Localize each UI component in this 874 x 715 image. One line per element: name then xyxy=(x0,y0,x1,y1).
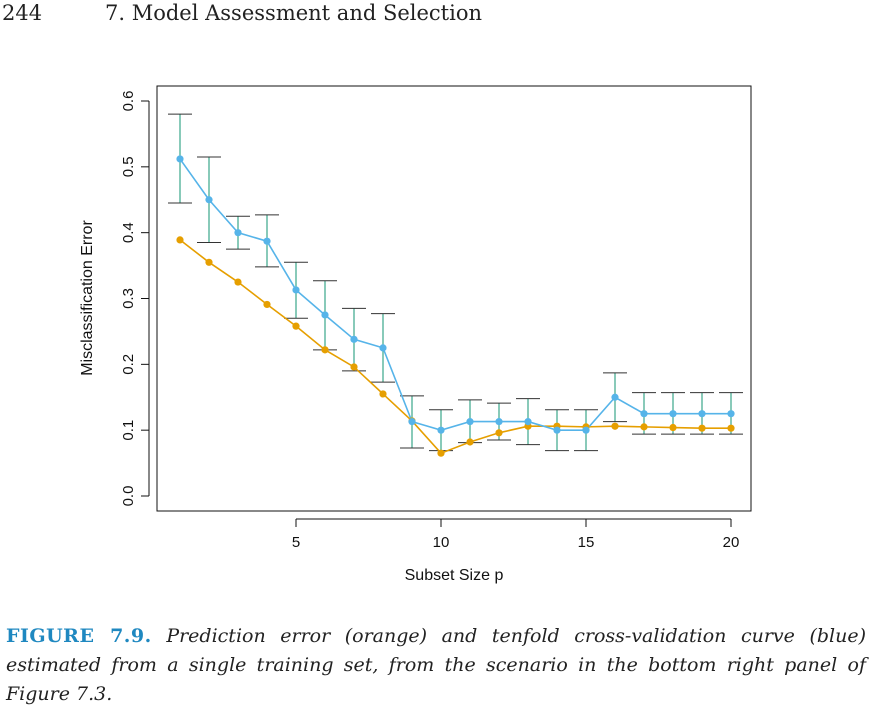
blue-series-point xyxy=(350,335,358,343)
blue-series-point xyxy=(524,418,532,426)
figure-caption: FIGURE 7.9. Prediction error (orange) an… xyxy=(6,622,866,709)
orange-series-line xyxy=(179,239,731,455)
orange-series-point xyxy=(437,449,445,457)
blue-series-point xyxy=(263,237,271,245)
blue-series-point xyxy=(466,418,474,426)
orange-series-point xyxy=(495,429,503,437)
blue-series-point xyxy=(437,426,445,434)
caption-label: FIGURE 7.9. xyxy=(6,625,152,647)
figure-chart: Subset Size p Misclassification Error 0.… xyxy=(79,85,752,584)
orange-series-point xyxy=(727,424,735,432)
blue-series-point xyxy=(698,410,706,418)
series-lines xyxy=(179,158,731,455)
orange-series-point xyxy=(205,258,213,266)
y-tick-label: 0.1 xyxy=(120,420,137,441)
plot-frame xyxy=(156,85,752,512)
blue-series-point xyxy=(321,311,329,319)
blue-series-point xyxy=(669,410,677,418)
y-tick-label: 0.0 xyxy=(120,486,137,507)
y-tick-label: 0.4 xyxy=(120,222,137,243)
blue-series-point xyxy=(727,410,735,418)
orange-series-point xyxy=(321,346,329,354)
blue-series-point xyxy=(408,418,416,426)
orange-series-point xyxy=(234,278,242,286)
blue-series-point xyxy=(640,410,648,418)
orange-series-point xyxy=(379,390,387,398)
y-tick-label: 0.6 xyxy=(120,91,137,112)
y-tick-label: 0.5 xyxy=(120,156,137,177)
orange-series-point xyxy=(263,300,271,309)
blue-series-point xyxy=(176,155,184,163)
blue-series-point xyxy=(495,418,503,426)
orange-series-point xyxy=(176,236,184,244)
caption-text: Prediction error (orange) and tenfold cr… xyxy=(6,625,867,705)
x-axis-label: Subset Size p xyxy=(405,567,504,584)
x-tick-label: 5 xyxy=(292,534,300,551)
y-tick-label: 0.3 xyxy=(120,288,137,309)
orange-series-point xyxy=(669,423,677,432)
data-points xyxy=(176,155,735,457)
blue-series-point xyxy=(553,426,561,434)
orange-series-point xyxy=(698,424,706,432)
blue-series-point xyxy=(379,344,387,352)
orange-series-point xyxy=(640,423,648,431)
blue-series-point xyxy=(292,286,300,294)
orange-series-point xyxy=(292,322,300,330)
error-bars xyxy=(168,113,743,452)
blue-series-point xyxy=(611,393,619,401)
blue-series-point xyxy=(205,196,213,204)
blue-series-point xyxy=(234,229,242,237)
x-tick-label: 15 xyxy=(578,534,595,551)
x-tick-label: 20 xyxy=(723,534,740,551)
blue-series-point xyxy=(582,426,590,434)
running-head: 7. Model Assessment and Selection xyxy=(105,1,483,25)
orange-series-point xyxy=(350,363,358,371)
blue-series-line xyxy=(179,158,731,432)
page-header: 244 7. Model Assessment and Selection xyxy=(0,0,874,30)
orange-series-point xyxy=(466,438,474,446)
axes: 0.0 0.1 0.2 0.3 0.4 0.5 0.6 5 10 15 20 xyxy=(120,91,739,551)
x-tick-label: 10 xyxy=(433,534,450,551)
orange-series-point xyxy=(611,422,619,430)
y-axis-label: Misclassification Error xyxy=(79,220,96,376)
y-tick-label: 0.2 xyxy=(120,354,137,375)
page-number: 244 xyxy=(2,1,43,25)
